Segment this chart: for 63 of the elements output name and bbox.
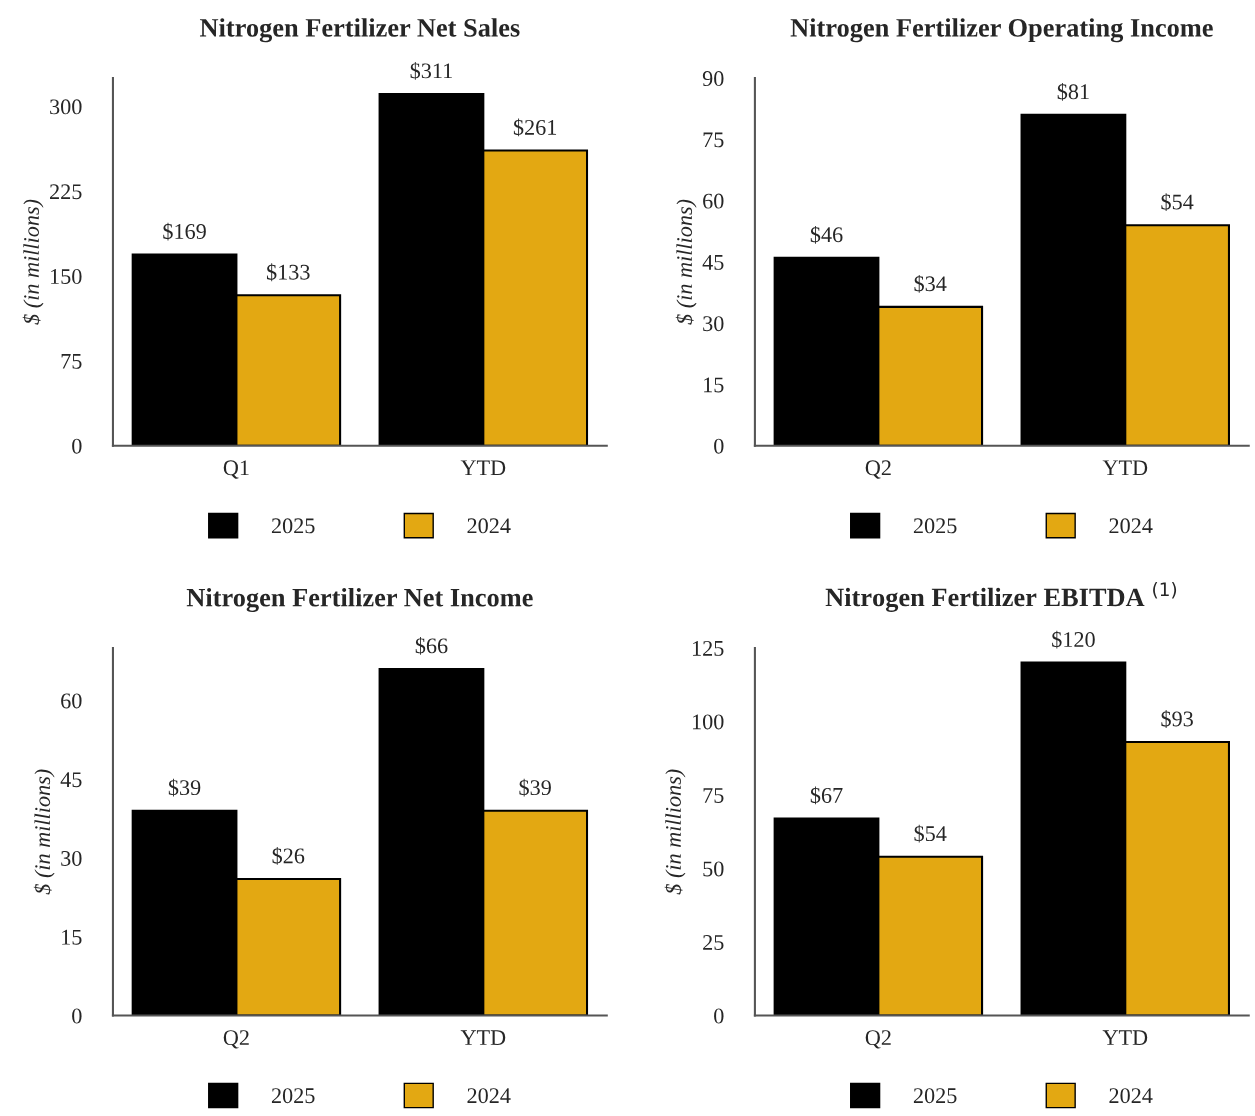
y-tick-label: 150	[51, 269, 82, 284]
data-label: $120	[1052, 630, 1095, 649]
x-tick-label: Q1	[223, 460, 249, 479]
legend-label: 2024	[467, 518, 511, 534]
x-tick-label: Q2	[865, 1030, 891, 1049]
data-label: $133	[266, 263, 310, 282]
data-label: $46	[810, 225, 843, 244]
data-label: $67	[810, 786, 843, 805]
x-tick-label: YTD	[460, 460, 506, 476]
y-axis-title: $ (in millions)	[664, 769, 686, 895]
y-tick-label: 30	[61, 850, 82, 866]
data-label: $54	[1161, 193, 1194, 212]
y-tick-label: 75	[703, 788, 724, 803]
data-label: $311	[410, 62, 452, 80]
data-label: $169	[163, 222, 206, 241]
legend-label: 2024	[1109, 1088, 1153, 1104]
y-tick-label: 25	[703, 935, 724, 950]
chart-title: Nitrogen Fertilizer Net Income	[186, 587, 533, 613]
y-tick-label: 15	[62, 929, 82, 945]
legend-label: 2024	[1109, 518, 1153, 534]
data-label: $34	[914, 274, 947, 293]
y-tick-label: 30	[703, 316, 724, 332]
legend-label: 2025	[913, 518, 957, 534]
data-label: $66	[415, 637, 448, 655]
y-tick-label: 0	[72, 1008, 82, 1024]
legend-label: 2024	[467, 1088, 511, 1104]
y-tick-label: 300	[50, 99, 82, 115]
y-tick-label: 45	[60, 772, 82, 788]
x-tick-label: Q2	[223, 1030, 249, 1049]
chart-title: Nitrogen Fertilizer Operating Income	[790, 18, 1213, 43]
y-tick-label: 100	[692, 714, 724, 730]
y-tick-label: 0	[72, 438, 82, 454]
y-tick-label: 90	[702, 71, 724, 87]
y-axis-title: $ (in millions)	[675, 199, 697, 325]
x-tick-label: Q2	[865, 460, 891, 479]
y-tick-label: 45	[702, 255, 724, 270]
data-label: $39	[519, 778, 551, 797]
y-tick-label: 60	[703, 193, 724, 209]
data-label: $261	[513, 118, 557, 137]
legend-label: 2025	[913, 1088, 957, 1104]
x-tick-label: YTD	[1102, 1030, 1148, 1045]
data-label: $54	[914, 824, 947, 843]
y-tick-label: 15	[704, 377, 724, 393]
data-label: $81	[1057, 82, 1089, 101]
legend-label: 2025	[271, 518, 315, 534]
y-axis-title: $ (in millions)	[22, 199, 44, 325]
y-axis-title: $ (in millions)	[33, 769, 55, 895]
y-tick-label: 75	[703, 132, 724, 148]
y-tick-label: 0	[714, 438, 724, 454]
x-tick-label: YTD	[1102, 460, 1148, 476]
data-label: $39	[168, 778, 201, 797]
chart-title: Nitrogen Fertilizer EBITDA $^{(1)}$	[825, 581, 1177, 612]
data-label: $26	[272, 847, 305, 865]
x-tick-label: YTD	[460, 1030, 506, 1045]
y-tick-label: 125	[692, 640, 724, 656]
y-tick-label: 50	[703, 861, 724, 877]
y-tick-label: 75	[61, 354, 82, 369]
data-label: $93	[1161, 710, 1193, 728]
chart-title: Nitrogen Fertilizer Net Sales	[199, 18, 520, 43]
y-tick-label: 0	[714, 1008, 724, 1024]
y-tick-label: 225	[50, 184, 82, 200]
y-tick-label: 60	[61, 693, 82, 709]
legend-label: 2025	[271, 1088, 315, 1104]
